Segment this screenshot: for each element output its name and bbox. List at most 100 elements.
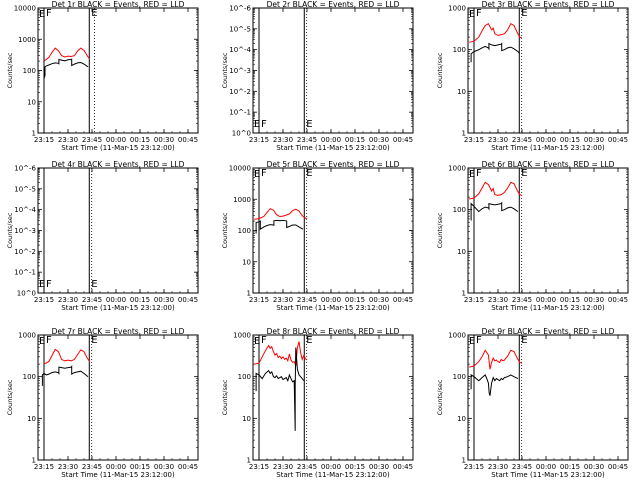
series-events <box>470 201 519 221</box>
y-tick-label: 10^0 <box>17 290 36 298</box>
marker-label-F: F <box>261 119 267 130</box>
y-axis-label: Counts/sec <box>6 52 14 88</box>
series-lld <box>43 348 91 365</box>
y-tick-label: 10^-2 <box>14 248 36 256</box>
x-tick-label: 23:45 <box>82 136 102 144</box>
x-tick-label: 00:15 <box>130 463 150 471</box>
plot-frame <box>252 334 414 461</box>
y-tick-label: 100 <box>453 206 466 214</box>
y-tick-label: 10 <box>27 98 36 106</box>
panel-title: Det 8r BLACK = Events, RED = LLD <box>267 327 400 336</box>
x-tick-label: 00:00 <box>321 296 341 304</box>
y-axis-label: Counts/sec <box>436 212 444 248</box>
marker-label-E: E <box>306 335 312 346</box>
series-events <box>470 42 520 63</box>
marker-label-F: F <box>46 335 52 346</box>
y-tick-label: 10 <box>457 248 466 256</box>
x-tick-label: 23:15 <box>34 463 54 471</box>
x-tick-label: 23:30 <box>58 136 78 144</box>
y-tick-label: 10^-4 <box>14 206 36 214</box>
x-tick-label: 00:30 <box>584 296 604 304</box>
y-axis-label: Counts/sec <box>436 379 444 415</box>
marker-label-E: E <box>521 8 527 19</box>
panel-det-6: Det 6r BLACK = Events, RED = LLD 1 10 100 10… <box>436 160 629 312</box>
corner-label-E: E <box>469 336 475 347</box>
x-tick-label: 00:00 <box>106 296 126 304</box>
corner-label-E: E <box>39 9 45 20</box>
panel-det-8: Det 8r BLACK = Events, RED = LLD 1 10 100 10… <box>221 327 414 479</box>
corner-label-E: E <box>469 9 475 20</box>
x-tick-label: 23:15 <box>464 296 484 304</box>
x-tick-label: 00:00 <box>536 296 556 304</box>
x-tick-label: 00:15 <box>345 296 365 304</box>
marker-label-F: F <box>476 335 482 346</box>
x-tick-label: 23:30 <box>488 296 508 304</box>
x-tick-label: 23:30 <box>58 463 78 471</box>
y-axis-label: Counts/sec <box>6 379 14 415</box>
y-tick-label: 10^-6 <box>229 5 251 13</box>
x-tick-label: 00:45 <box>393 296 413 304</box>
x-axis-label: Start Time (11-Mar-15 23:12:00) <box>61 144 175 152</box>
x-tick-label: 00:15 <box>560 136 580 144</box>
panel-title: Det 1r BLACK = Events, RED = LLD <box>52 0 185 9</box>
panel-det-7: Det 7r BLACK = Events, RED = LLD 1 10 100 10… <box>6 327 199 479</box>
marker-label-F: F <box>46 279 52 290</box>
x-axis-label: Start Time (11-Mar-15 23:12:00) <box>491 144 605 152</box>
panel-title: Det 9r BLACK = Events, RED = LLD <box>482 327 615 336</box>
x-tick-label: 00:30 <box>584 136 604 144</box>
y-tick-label: 10 <box>242 258 251 266</box>
y-tick-label: 100 <box>238 227 251 235</box>
x-tick-label: 23:30 <box>273 136 293 144</box>
series-events <box>255 347 305 431</box>
x-tick-label: 00:00 <box>536 136 556 144</box>
panel-det-4: Det 4r BLACK = Events, RED = LLD 10^0 10^-… <box>6 160 199 312</box>
x-tick-label: 23:45 <box>512 136 532 144</box>
x-tick-label: 23:45 <box>297 463 317 471</box>
marker-label-E: E <box>306 168 312 179</box>
y-tick-label: 1 <box>32 457 36 465</box>
x-tick-label: 00:45 <box>608 296 628 304</box>
x-tick-label: 23:15 <box>464 463 484 471</box>
y-tick-label: 10 <box>457 88 466 96</box>
y-tick-label: 10^-6 <box>14 165 36 173</box>
x-tick-label: 23:15 <box>464 136 484 144</box>
x-tick-label: 00:30 <box>584 463 604 471</box>
y-tick-label: 10^-2 <box>229 88 251 96</box>
x-tick-label: 00:30 <box>154 296 174 304</box>
y-tick-label: 10000 <box>14 5 36 13</box>
x-tick-label: 00:15 <box>560 296 580 304</box>
y-tick-label: 10^-3 <box>14 227 36 235</box>
series-lld <box>469 23 523 43</box>
y-tick-label: 100 <box>238 373 251 381</box>
corner-label-E: E <box>39 336 45 347</box>
marker-label-F: F <box>476 168 482 179</box>
y-tick-label: 10^-1 <box>229 109 251 117</box>
series-lld <box>43 47 91 62</box>
y-tick-label: 10^-1 <box>14 269 36 277</box>
x-tick-label: 23:30 <box>488 463 508 471</box>
y-tick-label: 10^-3 <box>229 67 251 75</box>
x-tick-label: 00:00 <box>321 136 341 144</box>
panel-title: Det 3r BLACK = Events, RED = LLD <box>482 0 615 9</box>
y-tick-label: 10 <box>457 415 466 423</box>
y-tick-label: 1 <box>247 457 251 465</box>
x-tick-label: 23:15 <box>249 136 269 144</box>
x-tick-label: 00:30 <box>154 463 174 471</box>
marker-label-F: F <box>476 8 482 19</box>
panel-det-1: Det 1r BLACK = Events, RED = LLD 1 10 100 10… <box>6 0 199 152</box>
marker-label-E: E <box>521 335 527 346</box>
x-tick-label: 00:45 <box>178 296 198 304</box>
y-tick-label: 1000 <box>448 332 466 340</box>
marker-label-F: F <box>261 168 267 179</box>
x-tick-label: 00:45 <box>178 463 198 471</box>
corner-label-E: E <box>254 336 260 347</box>
series-lld <box>469 181 523 200</box>
x-tick-label: 00:30 <box>369 136 389 144</box>
x-tick-label: 23:45 <box>82 463 102 471</box>
marker-label-F: F <box>261 335 267 346</box>
plot-frame <box>467 167 629 294</box>
y-axis-label: Counts/sec <box>436 52 444 88</box>
series-lld <box>254 341 308 367</box>
corner-label-E: E <box>254 119 260 130</box>
